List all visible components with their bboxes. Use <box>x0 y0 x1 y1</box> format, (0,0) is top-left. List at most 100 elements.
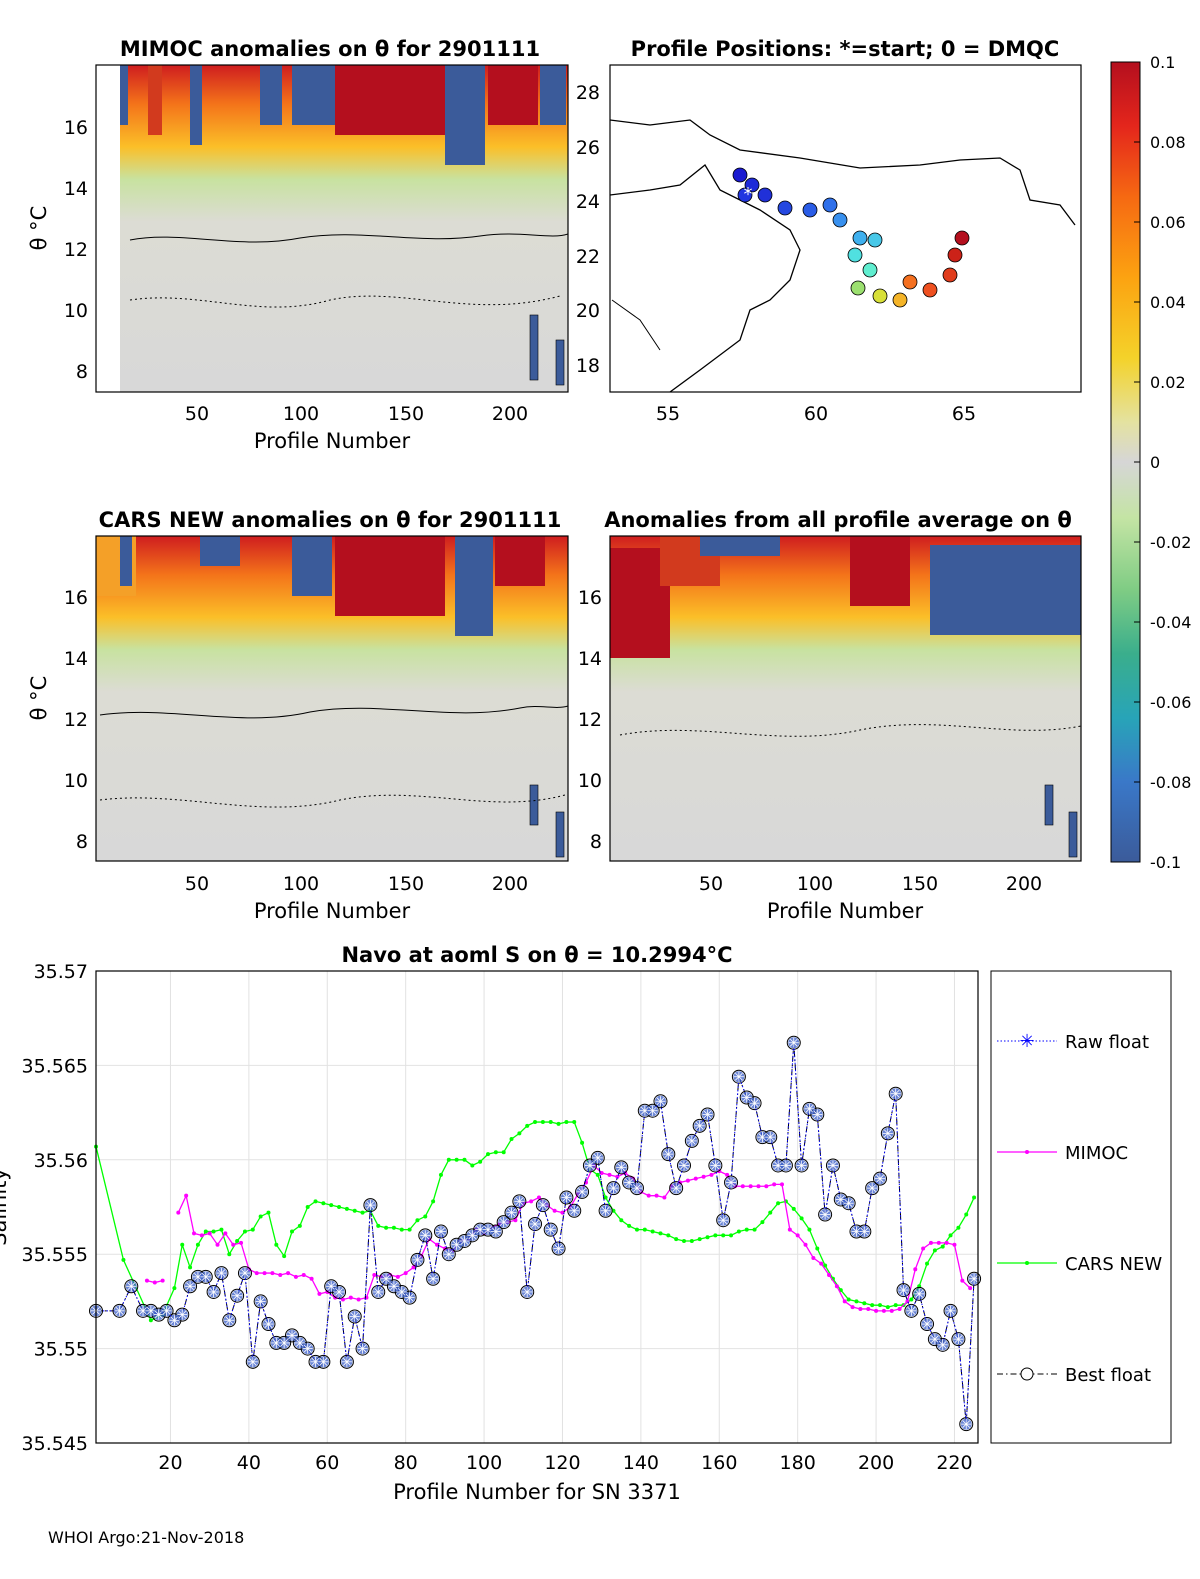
data-point <box>827 1159 839 1171</box>
data-point <box>371 1284 386 1299</box>
data-point <box>274 1242 279 1247</box>
data-point <box>394 1284 409 1299</box>
salinity-axes <box>95 970 979 1444</box>
data-point <box>553 1243 565 1255</box>
data-point <box>112 1303 127 1318</box>
cars-xtick: 100 <box>283 873 319 895</box>
average-ytick: 8 <box>590 831 602 853</box>
x-tick-label: 220 <box>936 1452 972 1474</box>
data-point <box>614 1160 629 1175</box>
data-point <box>791 1206 796 1211</box>
cars-ytick: 10 <box>64 770 88 792</box>
data-point <box>498 1216 510 1228</box>
data-point <box>379 1271 394 1286</box>
data-point <box>121 1257 126 1262</box>
data-point <box>654 1095 666 1107</box>
data-point <box>956 1225 961 1230</box>
data-point <box>866 1306 871 1311</box>
data-point <box>627 1223 632 1228</box>
positions-ytick: 24 <box>576 191 600 213</box>
data-point <box>192 1231 196 1236</box>
colorbar: 0.1 0.08 0.06 0.04 0.02 0 -0.02 -0.04 -0.06 -0.08… <box>1110 53 1191 872</box>
data-point <box>803 1103 815 1115</box>
y-tick-label: 35.56 <box>34 1150 88 1172</box>
data-point <box>219 1227 224 1232</box>
data-point <box>952 1333 964 1345</box>
data-point <box>634 1227 639 1232</box>
data-point <box>278 1272 283 1277</box>
data-point <box>740 1184 745 1189</box>
data-point <box>372 1286 384 1298</box>
data-point <box>898 1284 910 1296</box>
dot-icon <box>1025 1150 1029 1154</box>
data-point <box>584 1159 596 1171</box>
data-point <box>305 1205 310 1209</box>
data-point <box>964 1212 969 1217</box>
data-point <box>818 1207 833 1222</box>
data-point <box>850 1226 862 1238</box>
series-line <box>96 1042 975 1425</box>
data-point <box>245 1354 260 1369</box>
cars-axes <box>95 535 569 862</box>
data-point <box>629 1181 644 1196</box>
data-point <box>744 1227 749 1232</box>
data-point <box>764 1131 776 1143</box>
data-point <box>533 1120 538 1125</box>
data-point <box>426 1271 441 1286</box>
data-point <box>443 1248 455 1260</box>
data-point <box>921 1318 933 1330</box>
data-point <box>337 1205 342 1209</box>
data-point <box>290 1229 294 1234</box>
data-point <box>454 1157 459 1162</box>
data-point <box>441 1247 456 1262</box>
data-point <box>948 1233 953 1238</box>
average-xlabel: Profile Number <box>767 899 924 923</box>
data-point <box>302 1343 314 1355</box>
data-point <box>823 1263 828 1268</box>
data-point <box>960 1278 965 1283</box>
mimoc-panel: MIMOC anomalies on θ for 2901111 50 100 … <box>27 37 569 453</box>
data-point <box>920 1317 935 1332</box>
data-point <box>568 1205 580 1217</box>
colorbar-tick-label: 0 <box>1150 453 1160 472</box>
data-point <box>669 1181 684 1196</box>
data-point <box>811 1108 823 1120</box>
data-point <box>255 1295 267 1307</box>
data-point <box>348 1295 353 1300</box>
positions-ytick: 22 <box>576 246 600 268</box>
data-point <box>352 1208 357 1213</box>
data-point <box>403 1271 408 1276</box>
data-point <box>670 1182 682 1194</box>
data-point <box>258 1214 263 1219</box>
positions-ytick: 26 <box>576 137 600 159</box>
data-point <box>465 1228 480 1243</box>
data-point <box>607 1182 619 1194</box>
data-point <box>324 1279 339 1294</box>
salinity-yticks: 35.57 35.565 35.56 35.555 35.55 35.545 <box>22 961 88 1455</box>
track-point <box>777 200 793 216</box>
data-point <box>564 1120 569 1125</box>
data-point <box>768 1210 773 1215</box>
legend-label: Raw float <box>1065 1032 1149 1053</box>
data-point <box>874 1308 879 1313</box>
data-point <box>843 1197 855 1209</box>
data-point <box>881 1308 886 1313</box>
data-point <box>466 1229 478 1241</box>
data-point <box>623 1176 635 1188</box>
data-point <box>285 1328 299 1343</box>
circle-icon <box>1020 1367 1034 1381</box>
positions-ytick: 20 <box>576 300 600 322</box>
average-xtick: 100 <box>797 873 833 895</box>
data-point <box>700 1107 715 1122</box>
data-point <box>415 1218 420 1223</box>
data-point <box>772 1182 777 1187</box>
data-point <box>709 1172 714 1177</box>
data-point <box>493 1150 498 1155</box>
data-point <box>615 1174 620 1179</box>
data-point <box>438 1172 443 1177</box>
data-point <box>559 1190 574 1205</box>
data-point <box>764 1184 769 1189</box>
data-point <box>278 1337 290 1349</box>
data-point <box>896 1283 911 1298</box>
track-point <box>757 187 773 203</box>
